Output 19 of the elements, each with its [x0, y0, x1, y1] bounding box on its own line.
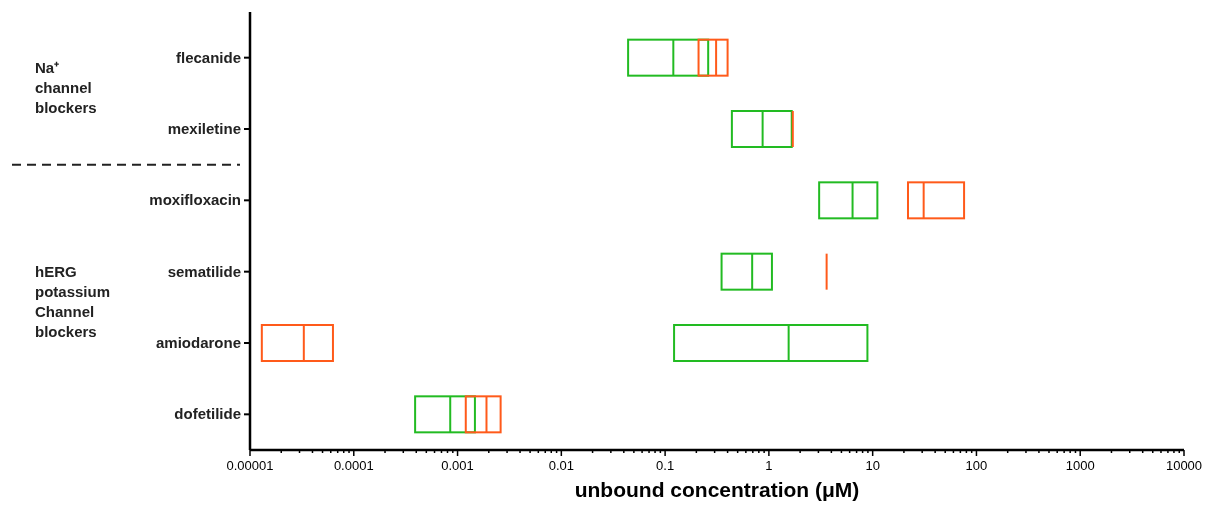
x-tick-label: 1 [765, 458, 773, 473]
x-tick-label: 0.001 [441, 458, 474, 473]
x-tick-label: 0.00001 [226, 458, 274, 473]
y-tick-label: amiodarone [155, 334, 241, 351]
x-tick-label: 1000 [1065, 458, 1095, 473]
x-tick-label: 10000 [1165, 458, 1203, 473]
text: Na⁺ channel blockers [35, 59, 97, 117]
y-tick-label: sematilide [167, 262, 241, 280]
y-tick-label: mexiletine [167, 120, 241, 137]
text: hERG potassium Channel blockers [35, 263, 111, 341]
x-tick-label: 0.0001 [333, 458, 374, 473]
x-tick-label: 0.01 [548, 458, 574, 473]
y-tick-label: moxifloxacin [149, 191, 241, 209]
y-tick-label: dofetilide [174, 405, 241, 423]
x-axis-title: unbound concentration (μM) [574, 478, 860, 501]
x-tick-label: 10 [865, 458, 880, 473]
y-tick-label: flecanide [175, 48, 241, 66]
x-tick-label: 100 [965, 458, 988, 473]
x-tick-label: 0.1 [656, 458, 675, 473]
